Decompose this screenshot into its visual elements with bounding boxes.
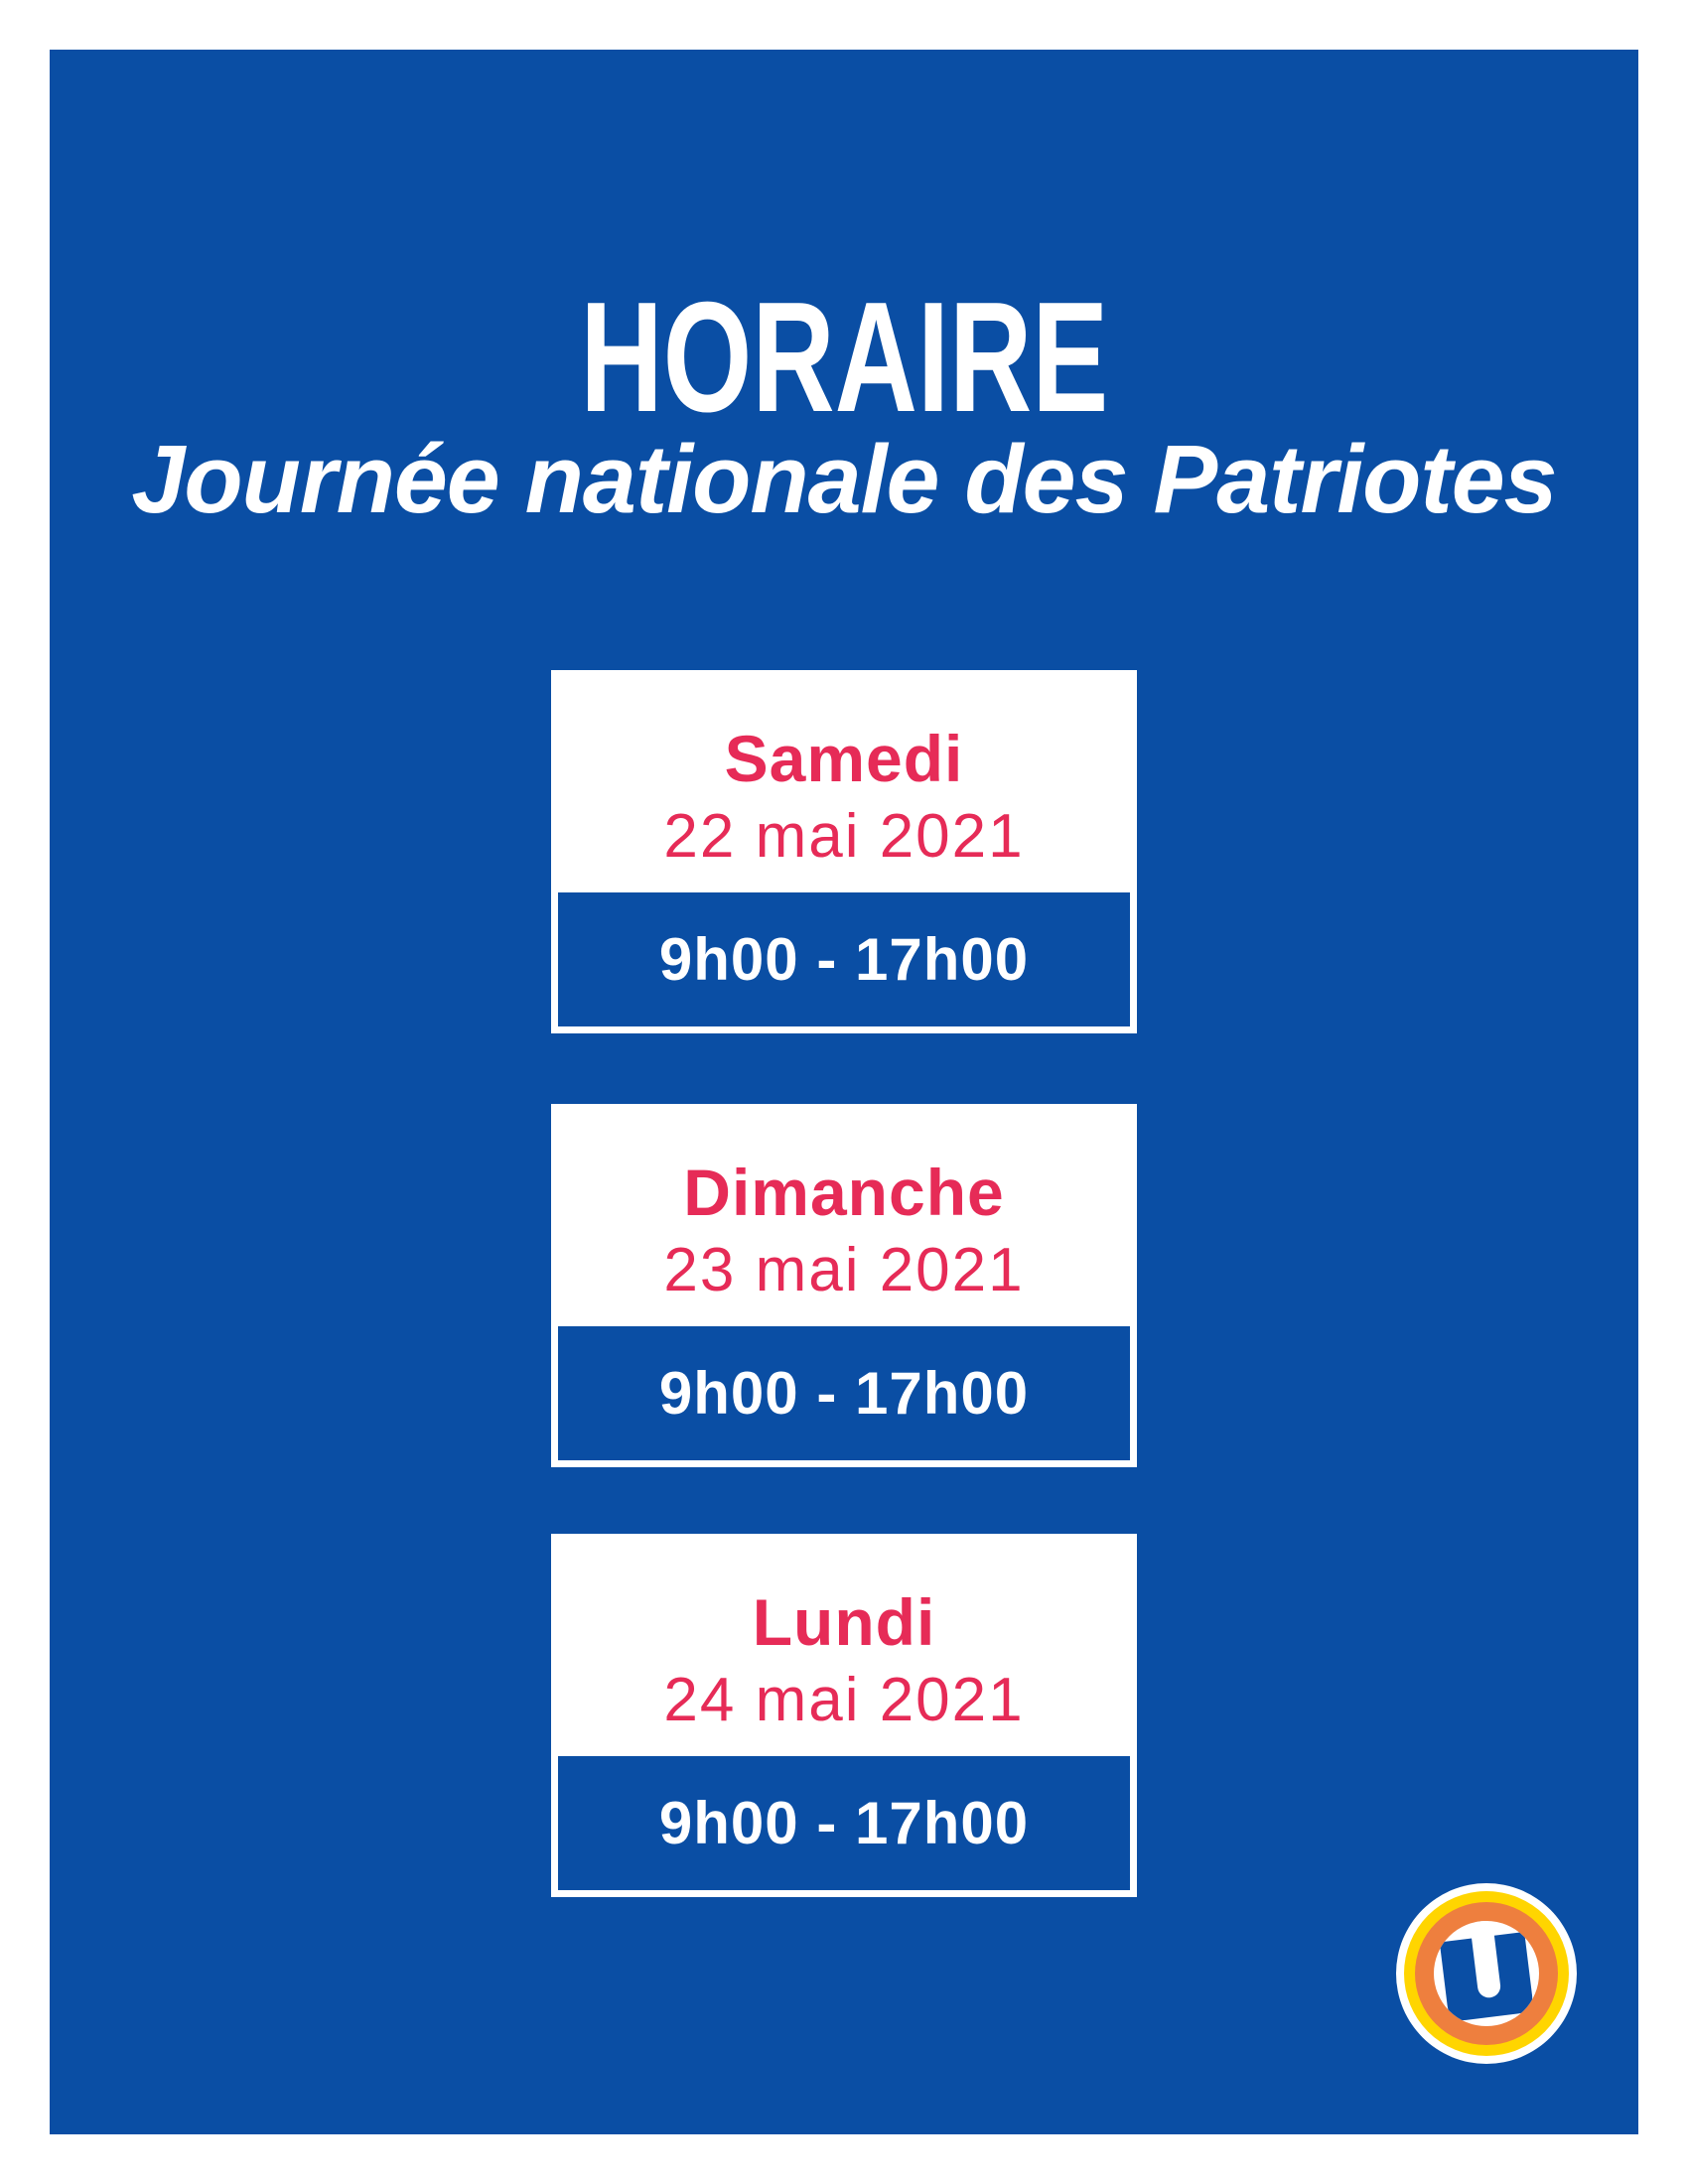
poster-subtitle: Journée nationale des Patriotes — [131, 425, 1557, 533]
logo-letter-u-icon — [1439, 1921, 1533, 2021]
poster-title-text: HORAIRE — [580, 270, 1108, 445]
hours-label: 9h00 - 17h00 — [658, 925, 1030, 993]
blue-panel: HORAIRE Journée nationale des Patriotes … — [50, 50, 1638, 2134]
hours-band: 9h00 - 17h00 — [558, 1326, 1130, 1460]
day-label: Samedi — [724, 722, 964, 795]
date-label: 22 mai 2021 — [663, 802, 1025, 871]
logo-inner-white-disc — [1434, 1921, 1539, 2026]
schedule-card-lundi: Lundi 24 mai 2021 9h00 - 17h00 — [551, 1534, 1137, 1897]
day-label: Lundi — [752, 1585, 936, 1659]
schedule-card-dimanche: Dimanche 23 mai 2021 9h00 - 17h00 — [551, 1104, 1137, 1467]
poster-title: HORAIRE — [50, 279, 1638, 436]
schedule-card-samedi: Samedi 22 mai 2021 9h00 - 17h00 — [551, 670, 1137, 1033]
hours-label: 9h00 - 17h00 — [658, 1789, 1030, 1856]
hours-label: 9h00 - 17h00 — [658, 1359, 1030, 1427]
u-logo — [1396, 1883, 1577, 2064]
day-label: Dimanche — [683, 1156, 1005, 1229]
date-label: 23 mai 2021 — [663, 1236, 1025, 1304]
hours-band: 9h00 - 17h00 — [558, 1756, 1130, 1890]
date-label: 24 mai 2021 — [663, 1666, 1025, 1734]
hours-band: 9h00 - 17h00 — [558, 892, 1130, 1026]
